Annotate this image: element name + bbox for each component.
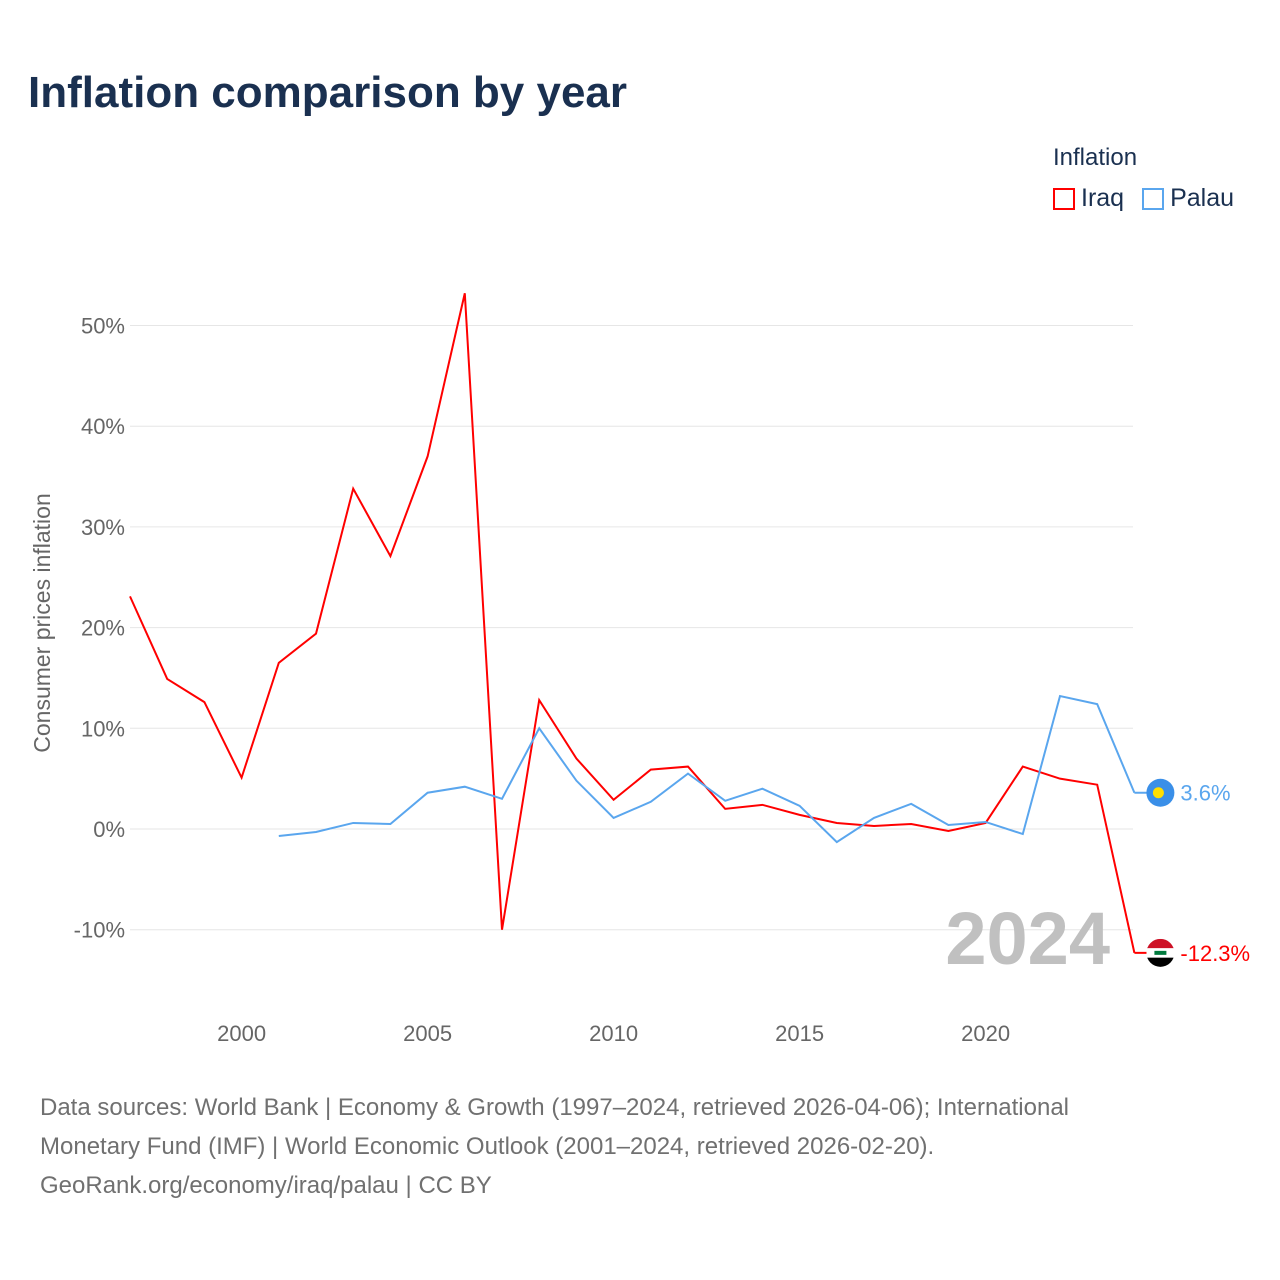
y-tick-label: 0% [93, 817, 125, 842]
chart-title: Inflation comparison by year [28, 68, 628, 117]
y-tick-label: 40% [81, 414, 125, 439]
x-tick-label: 2000 [217, 1021, 266, 1046]
x-tick-label: 2010 [589, 1021, 638, 1046]
y-tick-label: -10% [74, 918, 125, 943]
y-tick-label: 20% [81, 616, 125, 641]
iraq-flag-icon [1146, 938, 1175, 967]
legend-swatch-palau [1142, 187, 1165, 210]
y-axis-label: Consumer prices inflation [29, 493, 55, 753]
y-tick-label: 30% [81, 515, 125, 540]
series-line-iraq [129, 293, 1136, 954]
legend-item-iraq[interactable]: Iraq [1053, 184, 1124, 213]
legend-title: Inflation [1053, 144, 1138, 171]
x-tick-label: 2020 [961, 1021, 1010, 1046]
y-tick-label: 50% [81, 314, 125, 339]
legend-label-iraq: Iraq [1081, 184, 1125, 212]
x-tick-label: 2005 [403, 1021, 452, 1046]
line-chart: -10% 0% 10% 20% 30% 40% 50% 2000 2005 2010 2015 20… [29, 293, 1250, 1046]
series-line-palau [278, 694, 1136, 844]
year-watermark: 2024 [945, 897, 1110, 980]
y-tick-label: 10% [81, 716, 125, 741]
legend-label-palau: Palau [1170, 184, 1235, 212]
legend-swatch-iraq [1053, 187, 1075, 210]
x-tick-label: 2015 [775, 1021, 824, 1046]
source-note: Data sources: World Bank | Economy & Gro… [40, 1088, 1240, 1205]
legend-item-palau[interactable]: Palau [1142, 184, 1234, 213]
source-line-3[interactable]: GeoRank.org/economy/iraq/palau | CC BY [40, 1172, 492, 1199]
legend: Inflation Iraq Palau [1053, 144, 1234, 213]
end-label-palau: 3.6% [1180, 781, 1230, 806]
source-line-2: Monetary Fund (IMF) | World Economic Out… [40, 1133, 935, 1160]
source-line-1: Data sources: World Bank | Economy & Gro… [40, 1094, 1070, 1121]
end-label-iraq: -12.3% [1180, 941, 1250, 966]
palau-flag-moon [1152, 787, 1164, 799]
